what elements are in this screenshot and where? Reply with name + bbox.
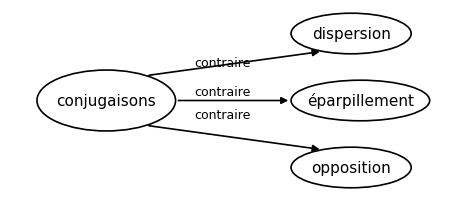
Text: contraire: contraire <box>194 109 250 122</box>
Text: conjugaisons: conjugaisons <box>56 94 156 108</box>
Text: contraire: contraire <box>194 57 250 70</box>
Ellipse shape <box>37 71 176 131</box>
Text: dispersion: dispersion <box>312 27 390 42</box>
Text: opposition: opposition <box>311 160 391 175</box>
Text: contraire: contraire <box>194 85 250 98</box>
Ellipse shape <box>291 14 411 55</box>
Ellipse shape <box>291 81 430 121</box>
Ellipse shape <box>291 147 411 188</box>
Text: éparpillement: éparpillement <box>307 93 414 109</box>
